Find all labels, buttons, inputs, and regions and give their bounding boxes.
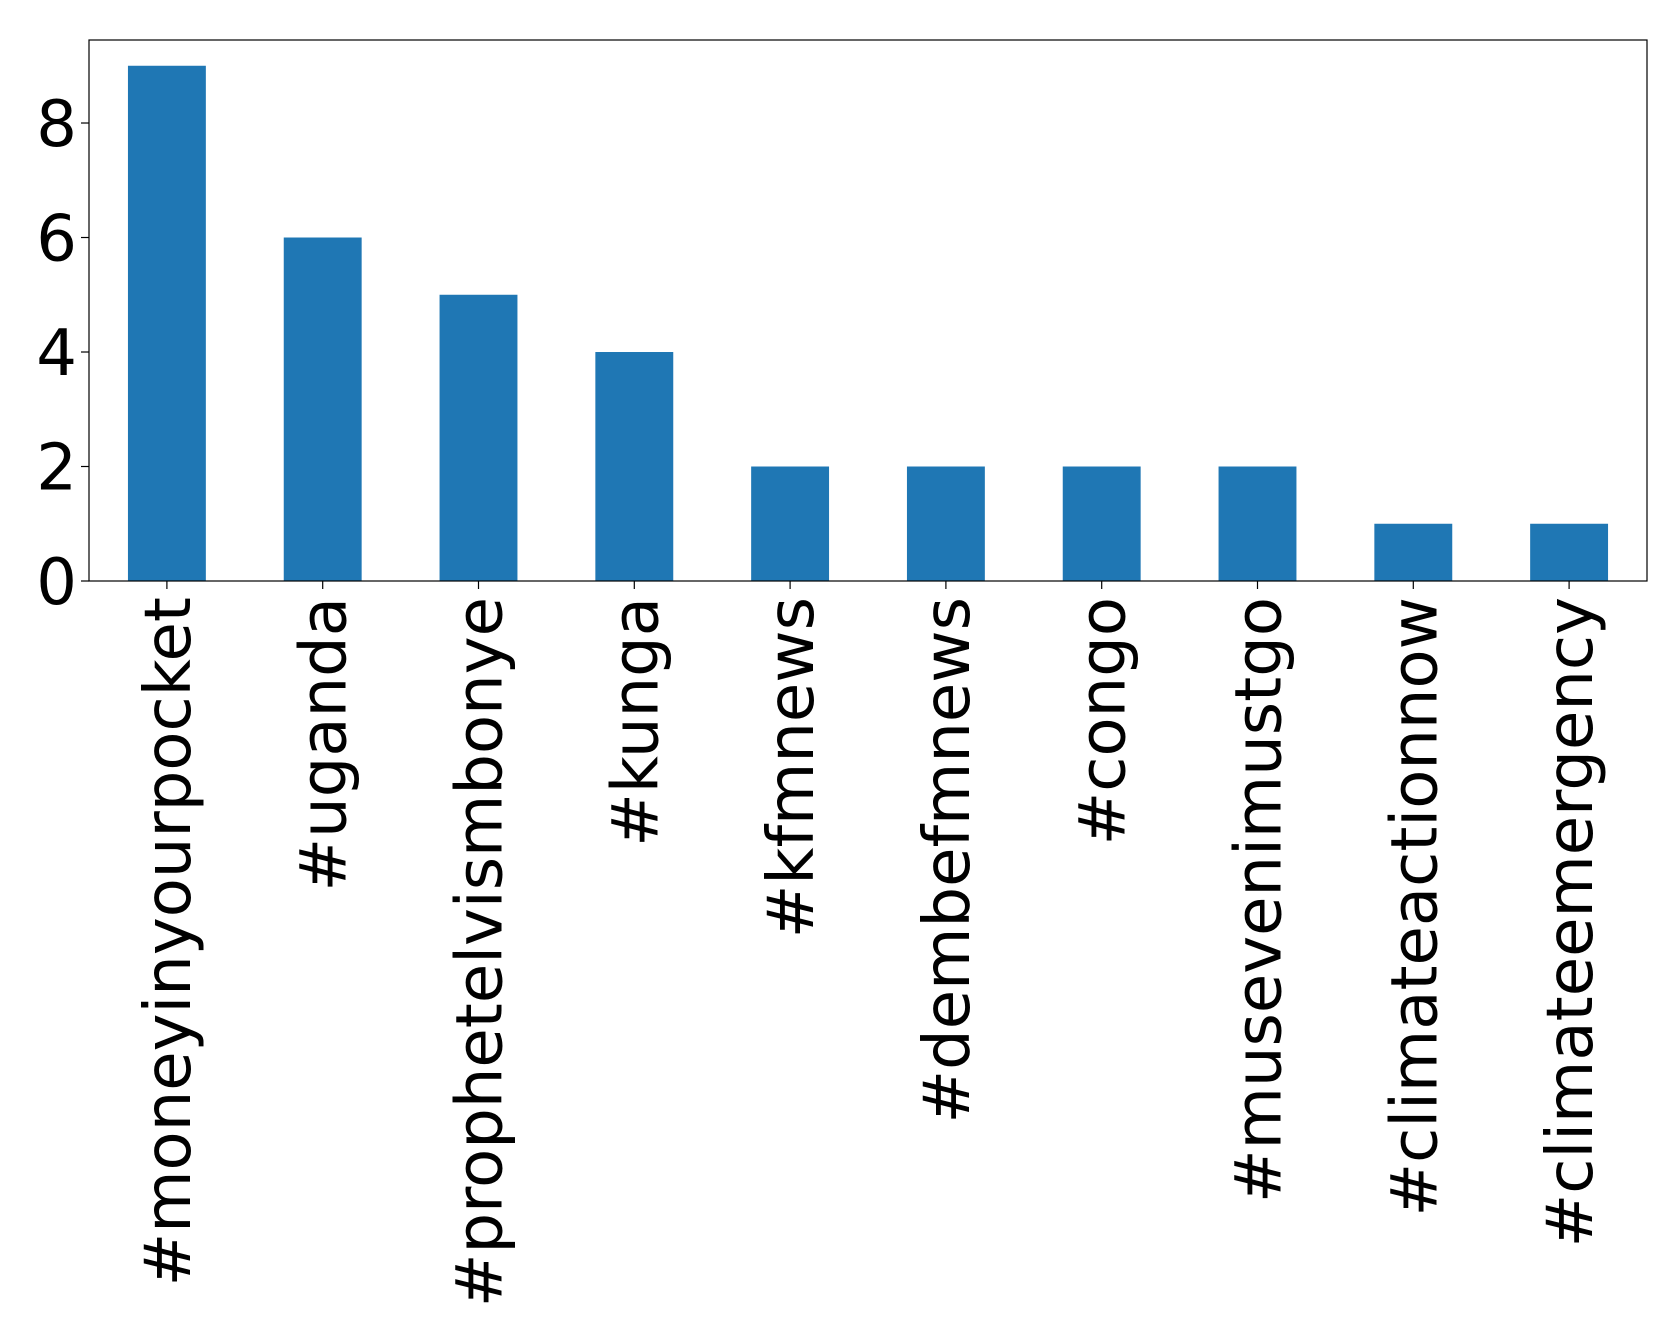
x-tick-label: #musevenimustgo (1223, 597, 1297, 1203)
y-tick-label: 8 (36, 88, 77, 162)
y-tick-label: 0 (36, 546, 77, 620)
bar (1530, 523, 1609, 581)
x-tick-label: #prophetelvismbonye (444, 597, 518, 1307)
bar (751, 466, 830, 581)
x-tick-label: #kfmnews (755, 597, 829, 938)
bar (1218, 466, 1297, 581)
bar (439, 294, 518, 581)
bar (595, 352, 674, 581)
y-tick-label: 2 (36, 432, 77, 506)
x-tick-label: #uganda (288, 597, 362, 891)
y-tick-label: 4 (36, 317, 77, 391)
bar (1062, 466, 1141, 581)
x-tick-label: #kunga (599, 597, 673, 847)
plot-frame (88, 39, 1648, 582)
bar (1374, 523, 1453, 581)
x-tick-label: #moneyinyourpocket (132, 597, 206, 1286)
bar (283, 237, 362, 581)
x-tick-label: #dembefmnews (911, 597, 985, 1123)
y-tick-label: 6 (36, 203, 77, 277)
x-tick-label: #congo (1067, 597, 1141, 845)
bar (127, 65, 206, 581)
x-tick-label: #climateemergency (1534, 597, 1608, 1247)
bar (906, 466, 985, 581)
x-tick-label: #climateactionnow (1378, 597, 1452, 1216)
